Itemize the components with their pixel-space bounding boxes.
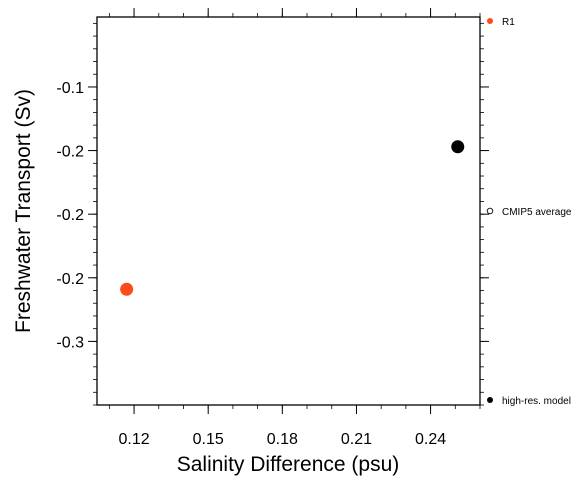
- legend-marker-cmip5-average: [486, 207, 494, 215]
- legend-label-high-res-model: high-res. model: [502, 396, 571, 407]
- y-axis-title: Freshwater Transport (Sv): [12, 89, 35, 333]
- x-axis-title: Salinity Difference (psu): [177, 453, 400, 476]
- y-axis-ticks: -0.1 -0.2 -0.2 -0.2 -0.3: [56, 22, 489, 406]
- data-points: [120, 140, 465, 296]
- legend-marker-high-res-model: [487, 397, 493, 403]
- legend-marker-r1: [487, 18, 493, 24]
- data-point: [451, 140, 465, 154]
- x-tick-label: 0.24: [415, 431, 446, 448]
- x-tick-label: 0.15: [193, 431, 224, 448]
- data-point: [120, 282, 134, 296]
- legend-label-r1: R1: [502, 17, 515, 28]
- y-tick-label: -0.2: [56, 207, 84, 224]
- x-tick-label: 0.12: [118, 431, 149, 448]
- y-tick-label: -0.1: [56, 80, 84, 97]
- legend-label-cmip5-average: CMIP5 average: [502, 207, 572, 218]
- legend: R1 CMIP5 average high-res. model: [486, 17, 572, 407]
- y-tick-label: -0.2: [56, 144, 84, 161]
- y-tick-label: -0.3: [56, 334, 84, 351]
- y-tick-label: -0.2: [56, 271, 84, 288]
- plot-frame: [96, 16, 481, 406]
- x-axis-ticks: 0.12 0.15 0.18 0.21 0.24: [108, 8, 481, 448]
- x-tick-label: 0.21: [341, 431, 372, 448]
- x-tick-label: 0.18: [267, 431, 298, 448]
